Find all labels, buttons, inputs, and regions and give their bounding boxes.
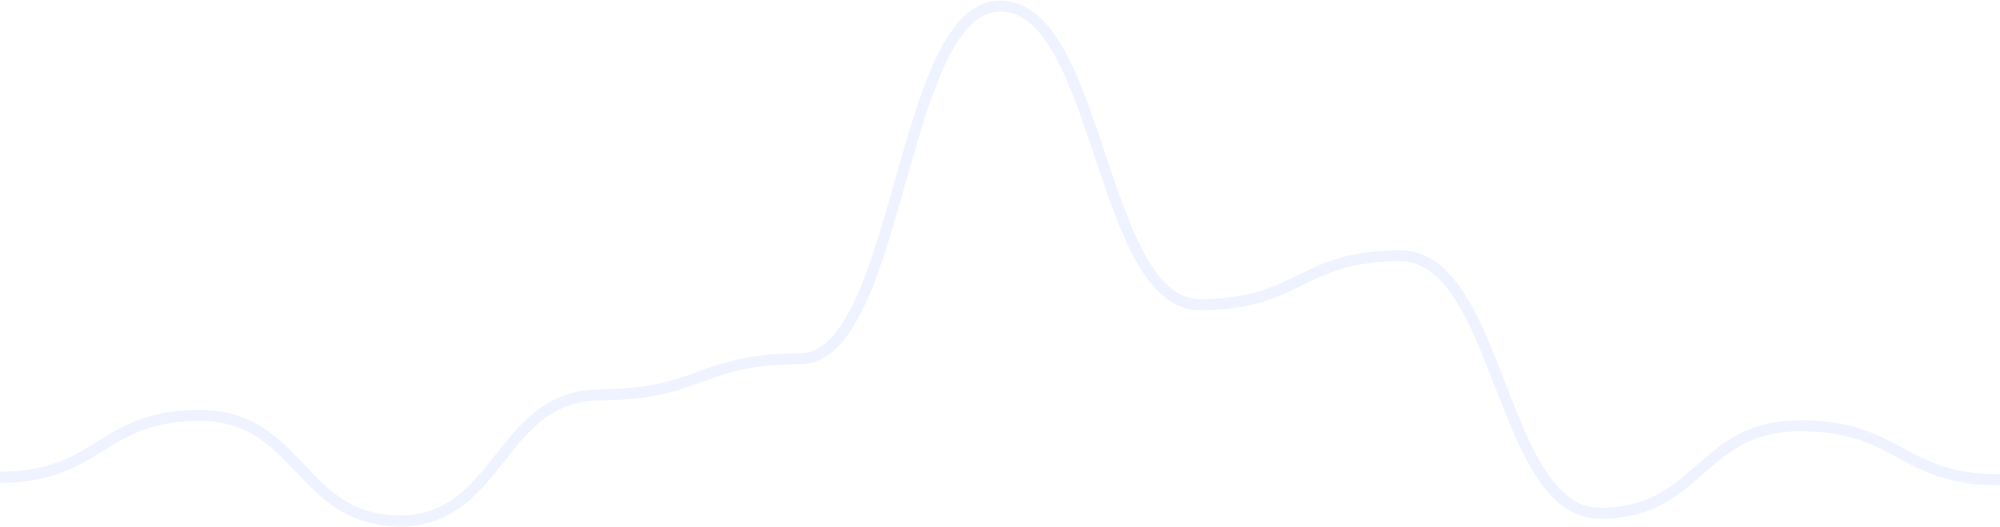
line-chart [0, 0, 2000, 527]
chart-area [0, 0, 2000, 527]
series-line-0 [0, 0, 2000, 527]
